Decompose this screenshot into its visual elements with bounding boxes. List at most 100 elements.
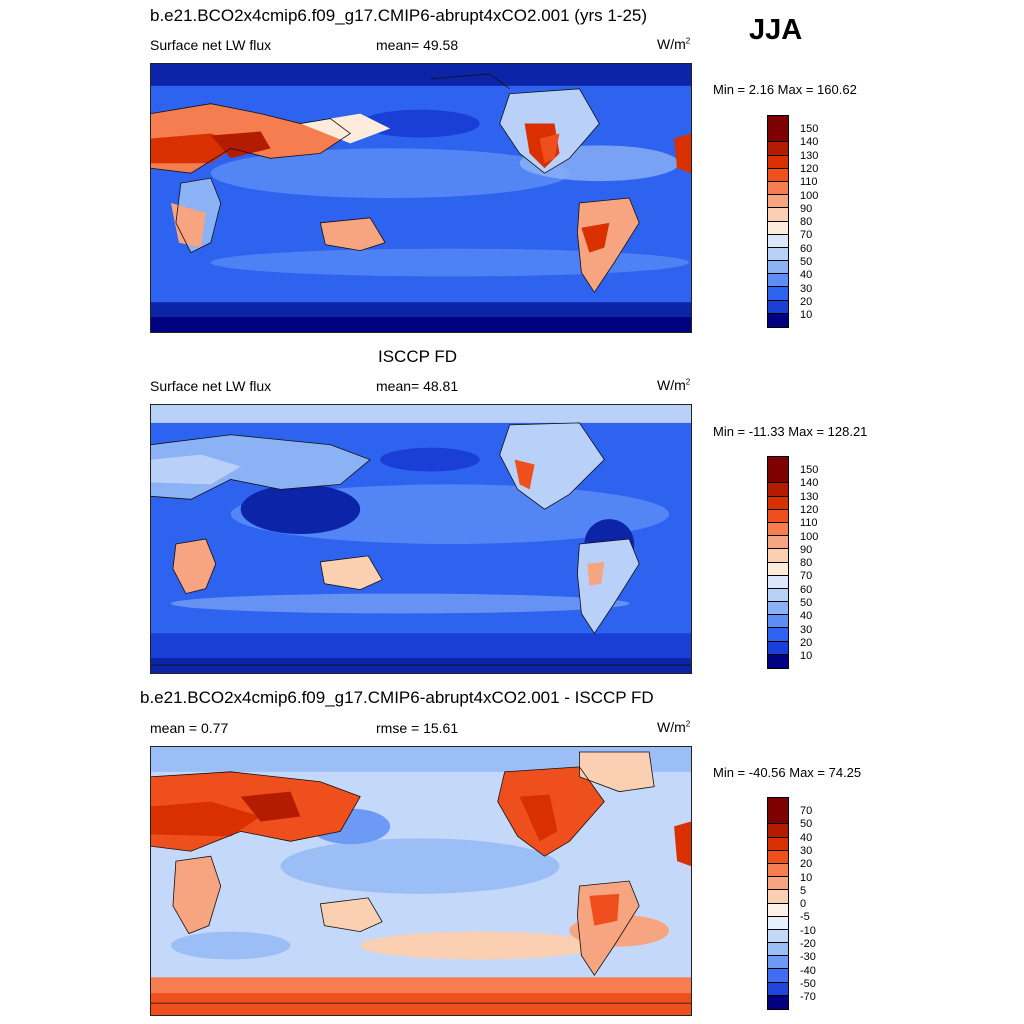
panel-diff-map	[150, 746, 692, 1016]
panel-model-units: W/m2	[657, 36, 691, 52]
colorbar-tick-label: 30	[800, 844, 813, 857]
panel-model-variable-label: Surface net LW flux	[150, 37, 272, 53]
colorbar-tick-label: 10	[800, 650, 813, 663]
colorbar-swatch	[768, 824, 788, 838]
colorbar-swatch	[768, 969, 788, 983]
colorbar-tick-label: 80	[800, 557, 813, 570]
colorbar-tick-label: 100	[800, 189, 819, 202]
panel-model-mean-label: mean= 49.58	[376, 37, 459, 53]
colorbar-tick-label: -50	[800, 977, 816, 990]
panel-obs-minmax: Min = -11.33 Max = 128.21	[713, 424, 868, 439]
panel-obs-map	[150, 404, 692, 674]
colorbar-tick-label: 150	[800, 464, 819, 476]
colorbar-tick-label: -30	[800, 951, 816, 964]
colorbar-swatch	[768, 181, 788, 196]
colorbar-swatch	[768, 116, 788, 143]
colorbar-swatch	[768, 300, 788, 314]
colorbar-swatch	[768, 602, 788, 616]
colorbar-tick-label: -20	[800, 938, 816, 950]
colorbar-swatch	[768, 313, 788, 327]
colorbar-swatch	[768, 457, 788, 484]
colorbar-tick-label: 50	[800, 597, 813, 609]
colorbar-swatch	[768, 956, 788, 970]
colorbar-swatch	[768, 575, 788, 589]
colorbar-tick-label: 50	[800, 256, 813, 268]
colorbar-swatch	[768, 221, 788, 235]
panel-obs-colorbar	[767, 456, 789, 669]
panel-model-title: b.e21.BCO2x4cmip6.f09_g17.CMIP6-abrupt4x…	[150, 6, 648, 25]
colorbar-tick-label: -40	[800, 964, 816, 977]
panel-diff-minmax: Min = -40.56 Max = 74.25	[713, 765, 862, 780]
colorbar-tick-label: 120	[800, 503, 819, 516]
colorbar-swatch	[768, 562, 788, 576]
colorbar-swatch	[768, 929, 788, 944]
colorbar-tick-label: 70	[800, 570, 813, 583]
colorbar-tick-label: 80	[800, 216, 813, 229]
colorbar-tick-label: -5	[800, 911, 810, 924]
colorbar-swatch	[768, 654, 788, 668]
panel-diff-title: b.e21.BCO2x4cmip6.f09_g17.CMIP6-abrupt4x…	[140, 688, 654, 707]
panel-obs-title: ISCCP FD	[378, 347, 458, 366]
colorbar-swatch	[768, 155, 788, 169]
colorbar-tick-label: 130	[800, 149, 819, 162]
colorbar-swatch	[768, 274, 788, 288]
colorbar-swatch	[768, 982, 788, 996]
colorbar-tick-label: 50	[800, 818, 813, 831]
panel-obs-variable-label: Surface net LW flux	[150, 378, 272, 394]
colorbar-tick-label: 40	[800, 269, 813, 282]
colorbar-swatch	[768, 588, 788, 603]
colorbar-swatch	[768, 863, 788, 878]
colorbar-swatch	[768, 798, 788, 825]
colorbar-tick-label: 40	[800, 610, 813, 623]
colorbar-tick-label: 90	[800, 202, 813, 215]
colorbar-swatch	[768, 287, 788, 301]
panel-model-minmax: Min = 2.16 Max = 160.62	[713, 82, 857, 97]
colorbar-swatch	[768, 877, 788, 891]
colorbar-swatch	[768, 509, 788, 523]
colorbar-tick-label: -70	[800, 991, 816, 1004]
colorbar-tick-label: 30	[800, 282, 813, 295]
colorbar-tick-label: 20	[800, 636, 813, 649]
colorbar-swatch	[768, 483, 788, 497]
colorbar-tick-label: 60	[800, 242, 813, 255]
colorbar-tick-label: 90	[800, 543, 813, 556]
colorbar-tick-label: 140	[800, 477, 819, 490]
colorbar-swatch	[768, 247, 788, 262]
colorbar-swatch	[768, 522, 788, 537]
colorbar-swatch	[768, 615, 788, 629]
colorbar-swatch	[768, 549, 788, 563]
colorbar-tick-label: 140	[800, 136, 819, 149]
colorbar-swatch	[768, 142, 788, 156]
colorbar-tick-label: 150	[800, 123, 819, 135]
colorbar-tick-label: 10	[800, 309, 813, 322]
colorbar-swatch	[768, 850, 788, 864]
colorbar-swatch	[768, 234, 788, 248]
colorbar-swatch	[768, 890, 788, 904]
panel-model-map	[150, 63, 692, 333]
colorbar-swatch	[768, 168, 788, 182]
colorbar-tick-label: 70	[800, 805, 813, 817]
colorbar-swatch	[768, 916, 788, 930]
colorbar-swatch	[768, 641, 788, 655]
colorbar-tick-label: 20	[800, 858, 813, 871]
colorbar-swatch	[768, 536, 788, 550]
panel-diff-mean-label: mean = 0.77	[150, 720, 229, 736]
colorbar-tick-label: 10	[800, 871, 813, 884]
colorbar-swatch	[768, 837, 788, 851]
colorbar-swatch	[768, 208, 788, 222]
colorbar-tick-label: 110	[800, 517, 818, 530]
panel-diff-units: W/m2	[657, 719, 691, 735]
colorbar-tick-label: 100	[800, 530, 819, 543]
colorbar-tick-label: 110	[800, 176, 818, 189]
colorbar-tick-label: 40	[800, 831, 813, 844]
season-label: JJA	[749, 14, 803, 46]
panel-obs-mean-label: mean= 48.81	[376, 378, 459, 394]
colorbar-swatch	[768, 943, 788, 957]
colorbar-tick-label: 70	[800, 229, 813, 242]
colorbar-tick-label: 30	[800, 623, 813, 636]
colorbar-swatch	[768, 195, 788, 209]
colorbar-tick-label: 60	[800, 583, 813, 596]
colorbar-tick-label: 120	[800, 162, 819, 175]
colorbar-tick-label: 5	[800, 884, 807, 897]
colorbar-tick-label: 0	[800, 898, 807, 911]
